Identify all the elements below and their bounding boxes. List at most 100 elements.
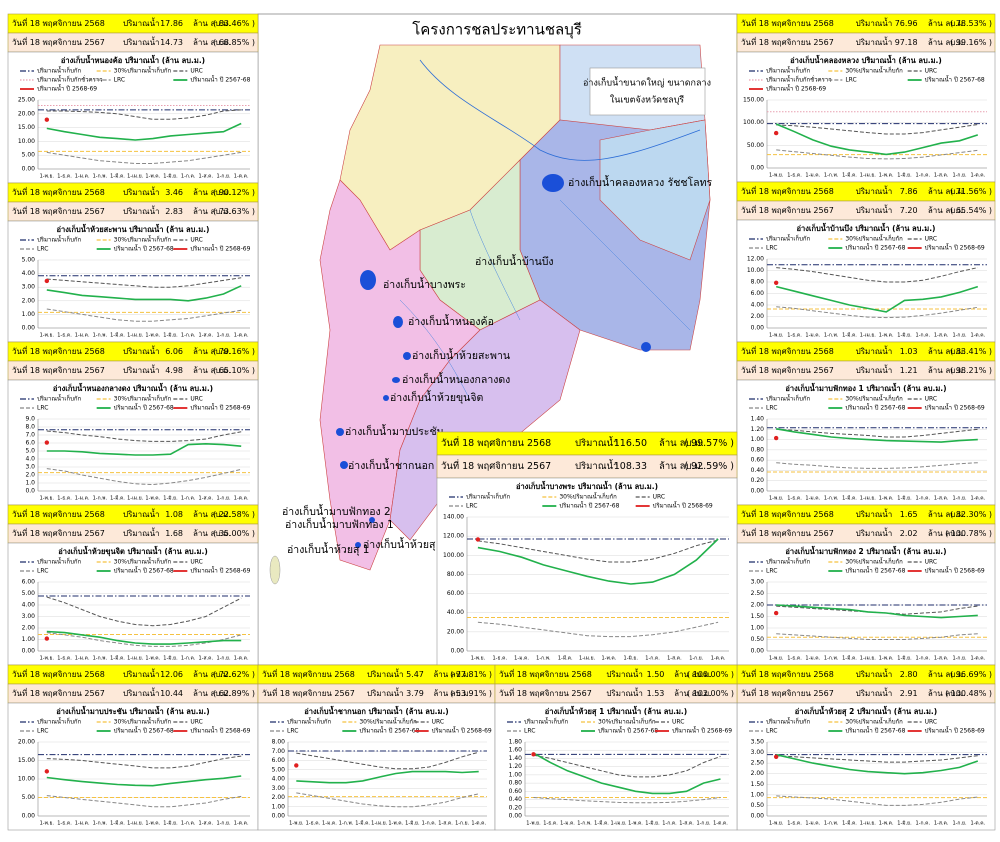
- row-date: วันที่ 18 พฤศจิกายน 2568: [441, 436, 551, 449]
- row-volume: 1.65: [900, 510, 918, 519]
- row-label: ปริมาณน้ำ: [856, 17, 893, 28]
- y-tick-label: 5.00: [22, 152, 36, 159]
- y-tick-label: 10.00: [747, 267, 764, 274]
- row-percent: ( 96.69% ): [950, 670, 992, 679]
- x-tick-label: 1-ต.ค.: [234, 174, 249, 180]
- chart-title: อ่างเก็บน้ำหนองกลางดง ปริมาณน้ำ (ล้าน ลบ…: [53, 382, 213, 393]
- x-tick-label: 1-ธ.ค.: [787, 333, 802, 339]
- series-line: [296, 792, 479, 808]
- series-line: [46, 430, 242, 442]
- current-point: [531, 752, 536, 757]
- x-tick-label: 1-ก.พ.: [339, 821, 354, 827]
- y-tick-label: 0.50: [751, 636, 765, 643]
- x-tick-label: 1-ก.ค.: [916, 656, 931, 662]
- row-unit: ล้าน ลบ.ม.: [674, 689, 712, 698]
- y-tick-label: 0.80: [509, 780, 523, 787]
- row-unit: ล้าน ลบ.ม.: [193, 510, 231, 519]
- y-tick-label: 3.50: [751, 739, 765, 746]
- row-unit: ล้าน ลบ.ม.: [928, 38, 966, 47]
- row-percent: ( 102.00% ): [687, 689, 734, 698]
- row-volume: 108.33: [614, 461, 647, 472]
- row-label: ปริมาณน้ำ: [123, 205, 160, 216]
- legend-label: ปริมาณน้ำเก็บกัก: [287, 716, 332, 726]
- row-volume: 1.21: [900, 366, 918, 375]
- row-unit: ล้าน ลบ.ม.: [193, 188, 231, 197]
- y-tick-label: 5.00: [272, 766, 286, 773]
- x-tick-label: 1-มี.ค.: [110, 495, 125, 502]
- chart-title: อ่างเก็บน้ำห้วยขุนจิต ปริมาณน้ำ (ล้าน ลบ…: [58, 545, 208, 556]
- x-tick-label: 1-ต.ค.: [234, 821, 249, 827]
- reservoir-panel: วันที่ 18 พฤศจิกายน 2568 ปริมาณน้ำ 12.06 ล้…: [7, 664, 259, 831]
- x-tick-label: 1-ก.พ.: [93, 821, 108, 827]
- x-tick-label: 1-พ.ค.: [879, 173, 894, 179]
- row-label: ปริมาณน้ำ: [367, 668, 404, 679]
- legend-label: ปริมาณน้ำเก็บกัก: [37, 234, 82, 244]
- legend-label: ปริมาณน้ำ ปี 2568-69: [925, 725, 985, 735]
- current-point: [44, 278, 50, 284]
- chart-frame: [736, 542, 996, 666]
- reservoir-label: อ่างเก็บน้ำมาบประชัน: [345, 424, 444, 438]
- y-tick-label: 0.80: [751, 446, 765, 453]
- legend-label: 30%ปริมาณน้ำเก็บกัก: [845, 393, 903, 403]
- x-tick-label: 1-ธ.ค.: [57, 821, 72, 827]
- x-tick-label: 1-พ.ย.: [769, 173, 784, 179]
- series-line: [46, 285, 242, 302]
- x-tick-label: 1-ส.ค.: [934, 821, 949, 827]
- y-tick-label: 15.00: [18, 757, 35, 764]
- series-line: [46, 755, 242, 769]
- row-label: ปริมาณน้ำ: [856, 185, 893, 196]
- x-tick-label: 1-พ.ค.: [145, 174, 160, 180]
- y-tick-label: 1.60: [509, 747, 523, 754]
- y-tick-label: 6.00: [272, 757, 286, 764]
- y-tick-label: 4.00: [272, 776, 286, 783]
- row-volume: 76.96: [895, 19, 918, 28]
- y-tick-label: 0.0: [25, 488, 35, 495]
- x-tick-label: 1-พ.ค.: [388, 821, 403, 827]
- legend-label: 30%ปริมาณน้ำเก็บกัก: [845, 716, 903, 726]
- x-tick-label: 1-ส.ค.: [438, 821, 453, 827]
- reservoir-panel: วันที่ 18 พฤศจิกายน 2568 ปริมาณน้ำ 6.06 ล้า…: [7, 341, 259, 506]
- y-tick-label: 0.00: [272, 813, 286, 820]
- row-label: ปริมาณน้ำ: [575, 436, 618, 449]
- map-legend-text: ในเขตจังหวัดชลบุรี: [610, 95, 684, 106]
- row-label: ปริมาณน้ำ: [575, 459, 618, 472]
- reservoir-shape: [383, 395, 389, 401]
- legend-label: ปริมาณน้ำ ปี 2568-69: [190, 402, 250, 412]
- legend-label: ปริมาณน้ำเก็บกัก: [766, 556, 811, 566]
- reservoir-panel: วันที่ 18 พฤศจิกายน 2568 ปริมาณน้ำ 3.46 ล้า…: [7, 182, 259, 343]
- x-tick-label: 1-ม.ค.: [322, 821, 337, 827]
- legend-label: ปริมาณน้ำ ปี 2567-68: [598, 725, 658, 735]
- row-volume: 7.86: [900, 187, 918, 196]
- y-tick-label: 40.00: [447, 609, 464, 616]
- row-date: วันที่ 18 พฤศจิกายน 2568: [12, 345, 105, 356]
- x-tick-label: 1-ส.ค.: [934, 496, 949, 502]
- row-unit: ล้าน ลบ.ม.: [433, 670, 471, 679]
- row-percent: ( 92.59% ): [684, 461, 734, 472]
- row-percent: ( 79.16% ): [213, 347, 255, 356]
- y-tick-label: 7.00: [272, 748, 286, 755]
- y-tick-label: 0.00: [22, 325, 36, 332]
- row-volume: 3.46: [165, 188, 183, 197]
- row-volume: 2.83: [165, 207, 183, 216]
- x-tick-label: 1-ก.ย.: [696, 821, 711, 827]
- x-tick-label: 1-มี.ค.: [842, 655, 857, 662]
- y-tick-label: 1.00: [751, 625, 765, 632]
- legend-label: ปริมาณน้ำเก็บกัก: [766, 233, 811, 243]
- series-line: [46, 308, 242, 322]
- row-label: ปริมาณน้ำ: [123, 186, 160, 197]
- y-tick-label: 3.00: [751, 579, 765, 586]
- series-line: [46, 775, 242, 787]
- y-tick-label: 2.0: [25, 472, 35, 479]
- current-point: [294, 763, 299, 768]
- x-tick-label: 1-เม.ย.: [860, 496, 877, 502]
- legend-label: LRC: [524, 728, 535, 735]
- row-date: วันที่ 18 พฤศจิกายน 2568: [12, 668, 105, 679]
- x-tick-label: 1-ม.ค.: [560, 821, 575, 827]
- y-tick-label: 0.00: [751, 648, 765, 655]
- x-tick-label: 1-มิ.ย.: [897, 820, 912, 827]
- x-tick-label: 1-ส.ค.: [934, 656, 949, 662]
- legend-label: LRC: [766, 405, 777, 412]
- x-tick-label: 1-มี.ค.: [110, 820, 125, 827]
- legend-label: ปริมาณน้ำเก็บกัก: [766, 65, 811, 75]
- y-tick-label: 1.0: [25, 480, 35, 487]
